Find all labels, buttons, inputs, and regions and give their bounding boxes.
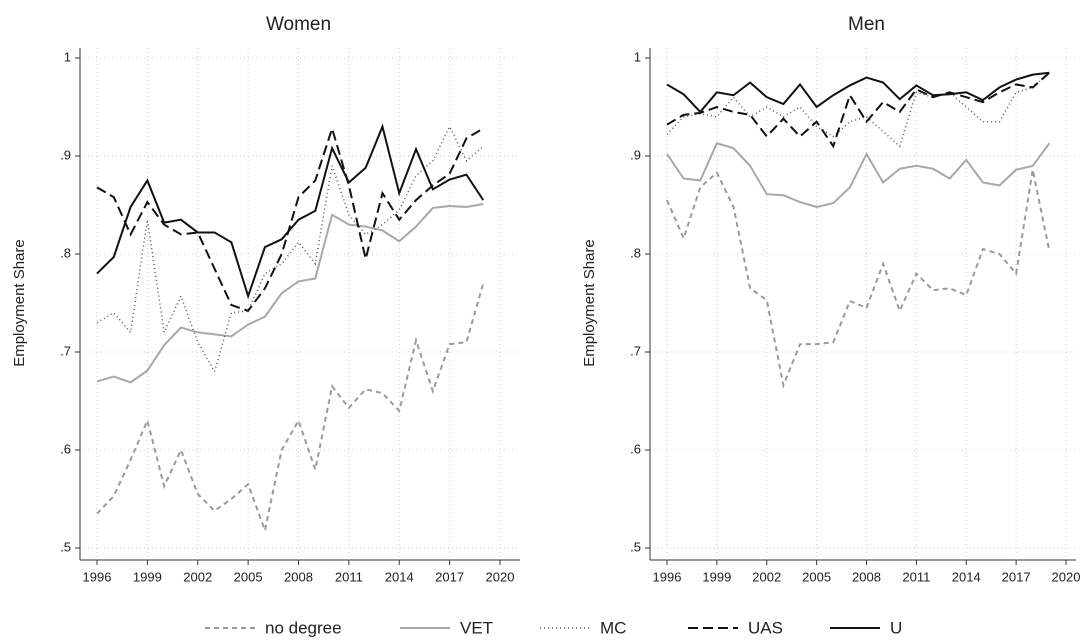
legend-label: VET bbox=[460, 618, 493, 637]
x-tick-label: 2011 bbox=[902, 569, 930, 584]
legend-label: MC bbox=[600, 618, 626, 637]
y-tick-label: .8 bbox=[60, 245, 71, 260]
legend-label: no degree bbox=[265, 618, 342, 637]
y-tick-label: 1 bbox=[64, 49, 71, 64]
y-tick-label: 1 bbox=[634, 49, 641, 64]
y-tick-label: .9 bbox=[630, 147, 641, 162]
y-tick-label: .5 bbox=[630, 539, 641, 554]
y-tick-label: .5 bbox=[60, 539, 71, 554]
legend-label: U bbox=[890, 618, 902, 637]
series-line bbox=[96, 123, 485, 300]
x-tick-label: 2008 bbox=[284, 569, 313, 584]
y-axis-label: Employment Share bbox=[11, 239, 28, 367]
series-line bbox=[666, 169, 1051, 389]
y-tick-label: .6 bbox=[630, 441, 641, 456]
x-tick-label: 2020 bbox=[1052, 569, 1081, 584]
x-tick-label: 1996 bbox=[83, 569, 112, 584]
x-tick-label: 2002 bbox=[183, 569, 212, 584]
y-tick-label: .7 bbox=[630, 343, 641, 358]
x-tick-label: 2002 bbox=[752, 569, 781, 584]
x-tick-label: 2017 bbox=[435, 569, 464, 584]
series-line bbox=[666, 71, 1051, 149]
x-tick-label: 2005 bbox=[234, 569, 263, 584]
y-axis-label: Employment Share bbox=[581, 239, 598, 367]
series-line bbox=[666, 71, 1050, 114]
series-line bbox=[96, 203, 484, 384]
x-tick-label: 1999 bbox=[702, 569, 731, 584]
x-tick-label: 2017 bbox=[1002, 569, 1031, 584]
y-tick-label: .8 bbox=[630, 245, 641, 260]
x-tick-label: 1999 bbox=[133, 569, 162, 584]
y-tick-label: .7 bbox=[60, 343, 71, 358]
chart-title: Men bbox=[848, 14, 885, 35]
x-tick-label: 2005 bbox=[802, 569, 831, 584]
series-line bbox=[666, 142, 1051, 208]
y-tick-label: .6 bbox=[60, 441, 71, 456]
y-tick-label: .9 bbox=[60, 147, 71, 162]
x-tick-label: 2020 bbox=[486, 569, 515, 584]
legend-label: UAS bbox=[748, 618, 783, 637]
x-tick-label: 2014 bbox=[385, 569, 414, 584]
x-tick-label: 1996 bbox=[653, 569, 682, 584]
x-tick-label: 2011 bbox=[335, 569, 363, 584]
x-tick-label: 2008 bbox=[852, 569, 881, 584]
series-line bbox=[96, 283, 485, 534]
x-tick-label: 2014 bbox=[952, 569, 981, 584]
chart-title: Women bbox=[266, 14, 331, 35]
series-line bbox=[96, 125, 484, 313]
series-line bbox=[96, 124, 484, 374]
